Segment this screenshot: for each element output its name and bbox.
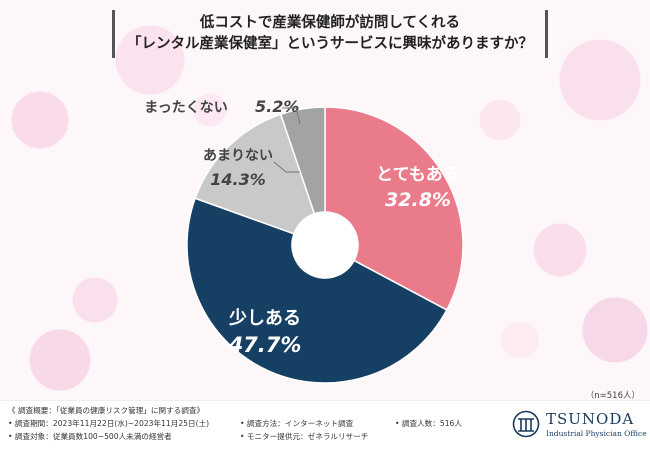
title-line-1: 低コストで産業保健師が訪問してくれる: [199, 15, 461, 31]
survey-footer: 《 調査概要：「従業員の健康リスク管理」に関する調査》 • 調査期間：2023年…: [0, 400, 650, 451]
slice-value-2: 47.7%: [228, 333, 302, 357]
leader-line-1: [282, 107, 301, 125]
sample-size-label: （n=516人）: [585, 391, 640, 401]
survey-provider: • モニター提供元：ゼネラルリサーチ: [240, 432, 369, 441]
survey-count: • 調査人数：516人: [395, 419, 462, 428]
survey-period: • 調査期間：2023年11月22日(水)~2023年11月25日(土): [8, 419, 210, 428]
leader-line-2: [273, 161, 300, 173]
slice-value-3: 14.3%: [210, 170, 266, 189]
company-logo: TSUNODA Industrial Physician Office: [512, 410, 647, 442]
survey-method: • 調査方法：インターネット調査: [240, 419, 354, 428]
slice-label-2: 少しある: [228, 308, 301, 329]
survey-target: • 調査対象：従業員数100~500人未満の経営者: [8, 432, 172, 441]
slice-label-4: まったくない: [144, 100, 227, 116]
logo-name: TSUNODA: [546, 410, 635, 428]
logo-mark-icon: [512, 410, 540, 438]
slice-label-1: とてもある: [376, 165, 460, 185]
survey-overview: 《 調査概要：「従業員の健康リスク管理」に関する調査》: [8, 406, 205, 415]
chart-title: 低コストで産業保健師が訪問してくれる 「レンタル産業保健室」というサービスに興味…: [112, 10, 548, 58]
slice-value-4: 5.2%: [255, 97, 299, 116]
title-line-2: 「レンタル産業保健室」というサービスに興味がありますか？: [127, 36, 533, 52]
donut-hole: [292, 212, 358, 278]
slice-label-3: あまりない: [203, 148, 273, 164]
slice-value-1: 32.8%: [385, 189, 451, 211]
donut-chart: とてもある 32.8% 少しある 47.7% あまりない 14.3% まったくない 5.2%: [144, 97, 464, 384]
logo-subtitle: Industrial Physician Office: [546, 429, 647, 438]
